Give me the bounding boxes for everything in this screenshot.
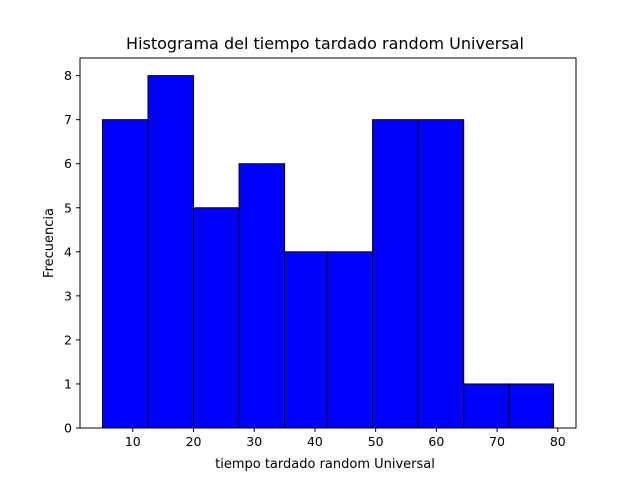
y-axis-label: Frecuencia <box>42 208 57 278</box>
bars-group <box>101 75 555 429</box>
chart-title: Histograma del tiempo tardado random Uni… <box>126 34 524 53</box>
histogram-bar <box>417 119 465 429</box>
x-tick-label: 30 <box>246 434 262 449</box>
y-tick-label: 4 <box>64 244 72 259</box>
histogram-bar <box>147 75 195 429</box>
x-axis-label: tiempo tardado random Universal <box>215 457 435 472</box>
histogram-bar <box>101 119 149 429</box>
histogram-bar <box>463 383 510 429</box>
x-tick-label: 70 <box>489 434 505 449</box>
histogram-bar <box>372 119 419 429</box>
y-tick-label: 8 <box>64 68 72 83</box>
y-tick-label: 0 <box>64 421 72 436</box>
y-tick-label: 1 <box>64 376 72 391</box>
histogram-bar <box>284 251 328 429</box>
y-tick-label: 7 <box>64 112 72 127</box>
y-tick-label: 2 <box>64 332 72 347</box>
y-tick-label: 3 <box>64 288 72 303</box>
y-tick-label: 5 <box>64 200 72 215</box>
x-axis-ticks: 10 20 30 40 50 60 70 80 <box>125 428 566 449</box>
x-tick-label: 40 <box>307 434 323 449</box>
x-tick-label: 60 <box>428 434 444 449</box>
x-tick-label: 20 <box>186 434 202 449</box>
y-tick-label: 6 <box>64 156 72 171</box>
x-tick-label: 10 <box>125 434 141 449</box>
x-tick-label: 80 <box>550 434 566 449</box>
histogram-bar <box>508 383 555 429</box>
histogram-bar <box>326 251 374 429</box>
histogram-bar <box>238 163 286 429</box>
x-tick-label: 50 <box>368 434 384 449</box>
y-axis-ticks: 0 1 2 3 4 5 6 7 8 <box>64 68 80 436</box>
plot-frame <box>79 57 577 429</box>
histogram-bar <box>193 207 240 429</box>
